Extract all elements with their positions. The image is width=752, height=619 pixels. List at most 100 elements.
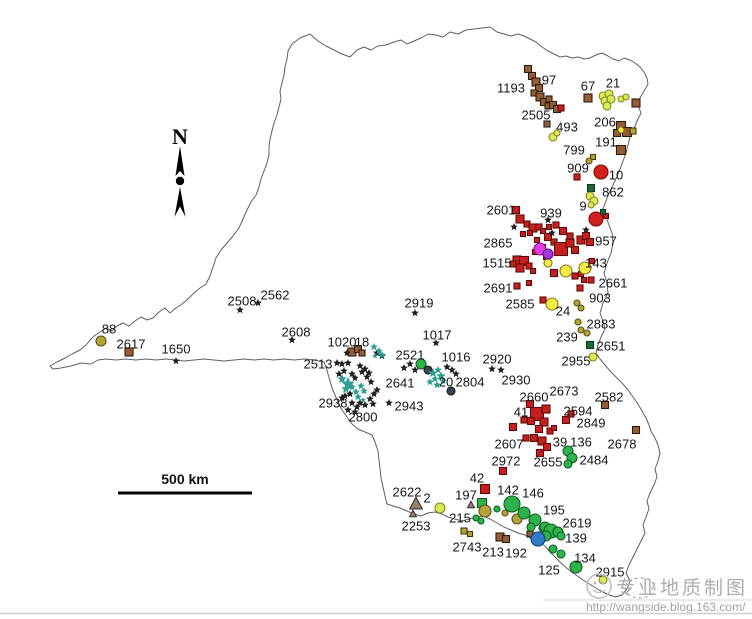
map-marker-sq: [519, 230, 527, 238]
map-marker-ci: [434, 502, 446, 514]
map-marker-ci: [472, 514, 480, 522]
map-marker-ci: [588, 352, 598, 362]
sample-label: 903: [589, 291, 611, 306]
map-marker-sq: [501, 534, 511, 544]
map-marker-sq: [586, 183, 596, 193]
sample-label: 2: [423, 491, 430, 506]
map-marker-sq: [631, 425, 641, 435]
map-marker-sq: [629, 127, 637, 135]
map-marker-ci: [493, 505, 501, 513]
sample-label: 136: [570, 435, 592, 450]
map-marker-st: [406, 360, 414, 368]
sample-label: 2619: [563, 516, 592, 531]
map-marker-sq: [533, 236, 541, 244]
map-marker-tr: [466, 500, 476, 509]
map-marker-sq: [508, 422, 518, 432]
sample-label: 2521: [396, 348, 425, 363]
map-marker-sq: [529, 267, 537, 275]
sample-label: 2920: [483, 352, 512, 367]
sample-label: 957: [595, 234, 617, 249]
north-arrow-lower-icon: [174, 187, 186, 217]
map-marker-sq: [525, 279, 533, 287]
map-marker-sq: [525, 262, 533, 270]
map-marker-ci: [556, 549, 566, 559]
map-marker-st: [434, 366, 442, 374]
map-marker-sq: [588, 257, 596, 265]
map-marker-sq: [460, 527, 468, 535]
sample-label: 97: [542, 73, 556, 88]
map-marker-ci: [569, 560, 583, 574]
map-marker-sq: [580, 276, 588, 284]
map-marker-ci: [574, 318, 582, 326]
map-marker-st: [375, 347, 383, 355]
sample-label: 2655: [534, 455, 563, 470]
map-marker-st: [411, 366, 419, 374]
map-marker-st: [348, 399, 356, 407]
map-marker-sq: [511, 205, 521, 215]
sample-label: 939: [540, 206, 562, 221]
map-marker-ci: [543, 258, 553, 268]
sample-label: 2505: [522, 108, 551, 123]
map-marker-sq: [535, 223, 543, 231]
map-marker-sq: [542, 442, 552, 452]
north-arrow-upper-icon: [175, 146, 185, 176]
map-marker-sq: [543, 232, 553, 242]
map-marker-st: [340, 367, 348, 375]
sample-label: 197: [455, 488, 477, 503]
map-marker-ci: [545, 297, 559, 311]
map-marker-st: [367, 378, 375, 386]
north-arrow-dot-icon: [175, 176, 185, 186]
sample-label: 2582: [595, 390, 624, 405]
watermark-url-text[interactable]: http://wangside.blog.163.com/: [586, 600, 746, 614]
sample-label: 1515: [483, 256, 512, 271]
map-marker-st: [351, 408, 359, 416]
map-marker-st: [510, 223, 518, 231]
map-marker-sq: [553, 241, 569, 257]
watermark-brand-text: 专业地质制图: [616, 577, 748, 599]
map-marker-ci: [577, 326, 585, 334]
map-marker-ci: [602, 101, 612, 111]
map-marker-sq: [550, 424, 558, 432]
map-marker-st: [428, 368, 438, 377]
sample-label: 41: [514, 405, 528, 420]
map-marker-sq: [585, 237, 595, 247]
sample-label: 2678: [608, 437, 637, 452]
map-marker-st: [443, 363, 451, 371]
map-marker-ci: [622, 93, 630, 101]
map-marker-sq: [549, 268, 559, 278]
map-marker-ci: [587, 201, 595, 209]
map-marker-st: [378, 351, 386, 359]
sample-label: 10: [609, 168, 623, 183]
map-marker-st: [353, 403, 361, 411]
sample-label: 215: [449, 511, 471, 526]
map-marker-st: [400, 364, 408, 372]
sample-label: 191: [595, 135, 617, 150]
sample-label: 24: [556, 304, 570, 319]
sample-label: 2915: [596, 565, 625, 580]
map-marker-sq: [353, 344, 363, 354]
map-marker-ci: [542, 248, 554, 260]
sample-label: 213: [482, 545, 504, 560]
sample-label: 1020: [328, 335, 357, 350]
map-marker-sq: [599, 208, 607, 216]
sample-label: 195: [543, 503, 565, 518]
sample-label: 2673: [550, 384, 579, 399]
sample-label: 2938: [319, 396, 348, 411]
map-marker-sq: [537, 436, 547, 446]
map-marker-st: [288, 336, 296, 344]
map-marker-st: [172, 357, 180, 365]
map-marker-sq: [631, 98, 641, 108]
map-marker-st: [411, 309, 419, 317]
map-marker-sq: [615, 144, 627, 156]
sample-label: 2484: [580, 453, 609, 468]
sample-label: 2608: [282, 325, 311, 340]
sample-label: 2617: [117, 337, 146, 352]
map-marker-ci: [578, 261, 592, 275]
map-marker-sq: [566, 232, 574, 240]
map-marker-sq: [585, 340, 595, 350]
map-marker-sq: [576, 284, 584, 292]
sample-label: 2800: [349, 410, 378, 425]
map-marker-sq: [520, 416, 528, 424]
map-marker-ci: [530, 531, 546, 547]
